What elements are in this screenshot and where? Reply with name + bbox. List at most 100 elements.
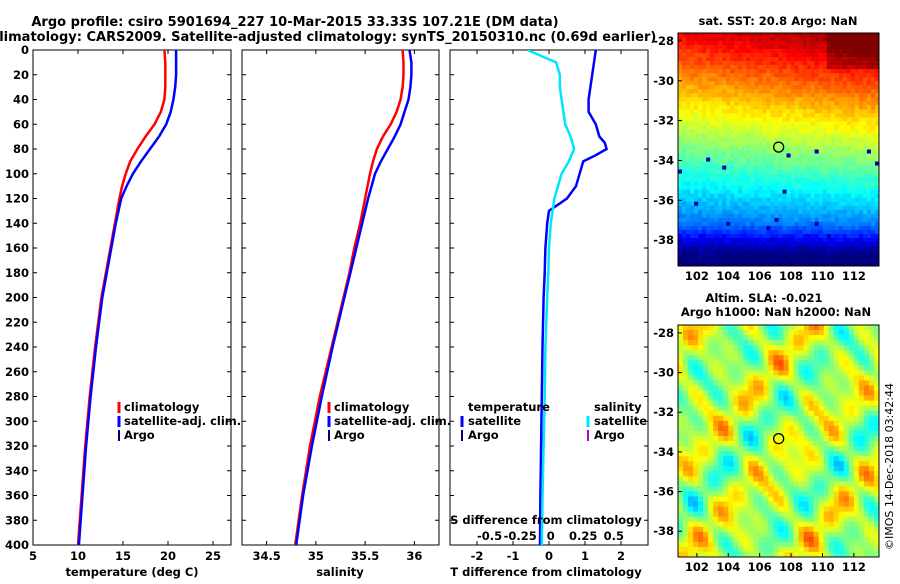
sla-cell — [768, 522, 773, 527]
sst-cell — [710, 170, 714, 174]
sla-cell — [693, 552, 698, 557]
sla-cell — [743, 481, 748, 486]
sst-cell — [718, 226, 722, 230]
sst-cell — [754, 129, 758, 133]
sla-cell — [698, 335, 703, 340]
sla-cell — [839, 471, 844, 476]
sla-cell — [693, 537, 698, 542]
sla-cell — [794, 496, 799, 501]
sla-cell — [814, 476, 819, 481]
sst-cell — [851, 97, 855, 101]
sla-cell — [779, 355, 784, 360]
sst-cell — [827, 73, 831, 77]
sst-cell — [702, 141, 706, 145]
sst-cell — [762, 121, 766, 125]
sst-cell — [754, 65, 758, 69]
sla-cell — [768, 391, 773, 396]
sla-cell — [829, 421, 834, 426]
sst-cell — [742, 230, 746, 234]
sst-cell — [815, 33, 819, 37]
sst-cell — [839, 170, 843, 174]
sst-cell — [774, 154, 778, 158]
sla-cell — [804, 355, 809, 360]
sst-cell — [831, 145, 835, 149]
sst-cell — [819, 206, 823, 210]
sst-cell — [742, 145, 746, 149]
sst-cell — [855, 93, 859, 97]
sst-cell — [831, 33, 835, 37]
sst-cell — [863, 121, 867, 125]
sst-cell — [843, 202, 847, 206]
sla-cell — [794, 325, 799, 330]
sst-cell — [766, 170, 770, 174]
sst-cell — [839, 150, 843, 154]
sla-cell — [773, 345, 778, 350]
sla-cell — [849, 426, 854, 431]
sla-cell — [829, 360, 834, 365]
sla-cell — [799, 396, 804, 401]
sst-cell — [758, 254, 762, 258]
sla-cell — [718, 542, 723, 547]
sst-cell — [706, 166, 710, 170]
sst-cell — [795, 53, 799, 57]
sla-cell — [738, 512, 743, 517]
sst-cell — [706, 121, 710, 125]
sla-cell — [824, 365, 829, 370]
sst-cell — [698, 41, 702, 45]
sst-cell — [803, 238, 807, 242]
sst-cell — [774, 250, 778, 254]
sst-cell — [726, 246, 730, 250]
sla-cell — [753, 507, 758, 512]
sst-cell — [815, 81, 819, 85]
sst-cell — [783, 77, 787, 81]
sst-cell — [750, 226, 754, 230]
sla-cell — [773, 325, 778, 330]
sst-cell — [746, 97, 750, 101]
sla-cell — [693, 471, 698, 476]
sst-cell — [770, 234, 774, 238]
sst-cell — [698, 226, 702, 230]
sst-cell — [770, 77, 774, 81]
sla-cell — [693, 396, 698, 401]
sst-cell — [678, 250, 682, 254]
sla-cell — [718, 386, 723, 391]
sla-cell — [834, 370, 839, 375]
sst-cell — [746, 254, 750, 258]
sst-cell — [787, 93, 791, 97]
sla-cell — [733, 547, 738, 552]
depth-tick-label: 200 — [5, 291, 29, 305]
sst-cell — [722, 150, 726, 154]
sla-cell — [713, 421, 718, 426]
sla-cell — [814, 517, 819, 522]
sla-cell — [748, 537, 753, 542]
sst-cell — [690, 254, 694, 258]
sst-cell — [762, 81, 766, 85]
sst-cell — [750, 222, 754, 226]
sla-cell — [834, 522, 839, 527]
sla-cell — [753, 502, 758, 507]
sst-cell — [863, 194, 867, 198]
sst-cell — [799, 81, 803, 85]
sst-cell — [678, 202, 682, 206]
sst-cell — [774, 145, 778, 149]
sst-cell — [766, 137, 770, 141]
sst-cell — [754, 242, 758, 246]
sst-cell — [779, 129, 783, 133]
sst-cell — [726, 97, 730, 101]
sla-cell — [794, 542, 799, 547]
sst-cell — [843, 37, 847, 41]
sst-cell — [706, 137, 710, 141]
sst-cell — [823, 218, 827, 222]
sst-cell — [795, 218, 799, 222]
sst-cell — [698, 93, 702, 97]
sst-cell — [863, 226, 867, 230]
sst-cell — [710, 254, 714, 258]
sst-cell — [714, 45, 718, 49]
sla-cell — [708, 411, 713, 416]
sst-cell — [726, 65, 730, 69]
sst-cell — [819, 81, 823, 85]
sst-cell — [815, 218, 819, 222]
sst-cell — [843, 210, 847, 214]
sst-cell — [779, 174, 783, 178]
sla-cell — [784, 406, 789, 411]
